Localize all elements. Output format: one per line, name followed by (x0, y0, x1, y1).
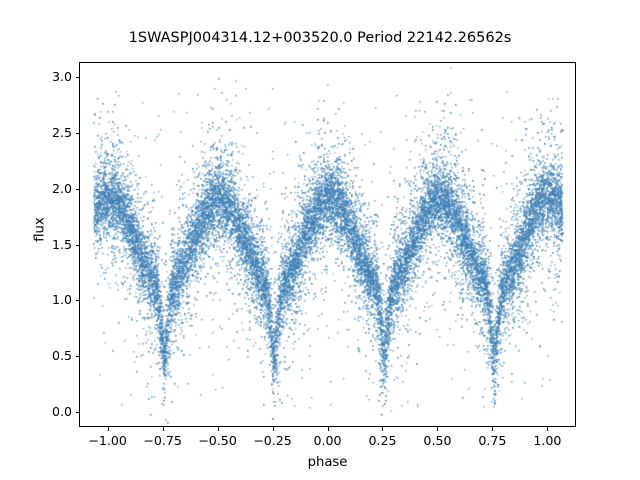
y-tick-label: 3.0 (51, 68, 72, 84)
y-tick-label: 0.0 (51, 404, 72, 420)
x-tick-label: −0.75 (143, 433, 182, 448)
y-tick-mark (75, 356, 79, 358)
x-tick-label: 0.00 (313, 433, 342, 448)
y-tick-label: 0.5 (51, 348, 72, 364)
plot-axes-area (79, 62, 576, 427)
x-tick-mark (547, 427, 549, 431)
y-tick-label: 1.5 (51, 236, 72, 252)
x-tick-label: −1.00 (88, 433, 127, 448)
x-tick-label: 0.50 (423, 433, 452, 448)
y-tick-mark (75, 412, 79, 414)
x-tick-mark (382, 427, 384, 431)
y-tick-mark (75, 244, 79, 246)
x-tick-label: 1.00 (533, 433, 562, 448)
x-tick-label: 0.75 (478, 433, 507, 448)
x-axis-label: phase (307, 455, 348, 470)
x-tick-mark (272, 427, 274, 431)
y-tick-label: 2.0 (51, 180, 72, 196)
y-axis-label: flux (32, 217, 48, 242)
y-tick-label: 2.5 (51, 124, 72, 140)
x-tick-label: −0.25 (253, 433, 292, 448)
x-tick-mark (437, 427, 439, 431)
x-tick-mark (217, 427, 219, 431)
x-tick-label: 0.25 (368, 433, 397, 448)
y-tick-mark (75, 300, 79, 302)
y-tick-label: 1.0 (51, 292, 72, 308)
y-tick-mark (75, 132, 79, 134)
y-tick-mark (75, 76, 79, 78)
x-tick-label: −0.50 (198, 433, 237, 448)
x-tick-mark (162, 427, 164, 431)
page-title: 1SWASPJ004314.12+003520.0 Period 22142.2… (128, 30, 512, 46)
scatter-plot-canvas (80, 63, 575, 426)
x-tick-mark (107, 427, 109, 431)
x-tick-mark (492, 427, 494, 431)
x-tick-mark (327, 427, 329, 431)
y-tick-mark (75, 188, 79, 190)
